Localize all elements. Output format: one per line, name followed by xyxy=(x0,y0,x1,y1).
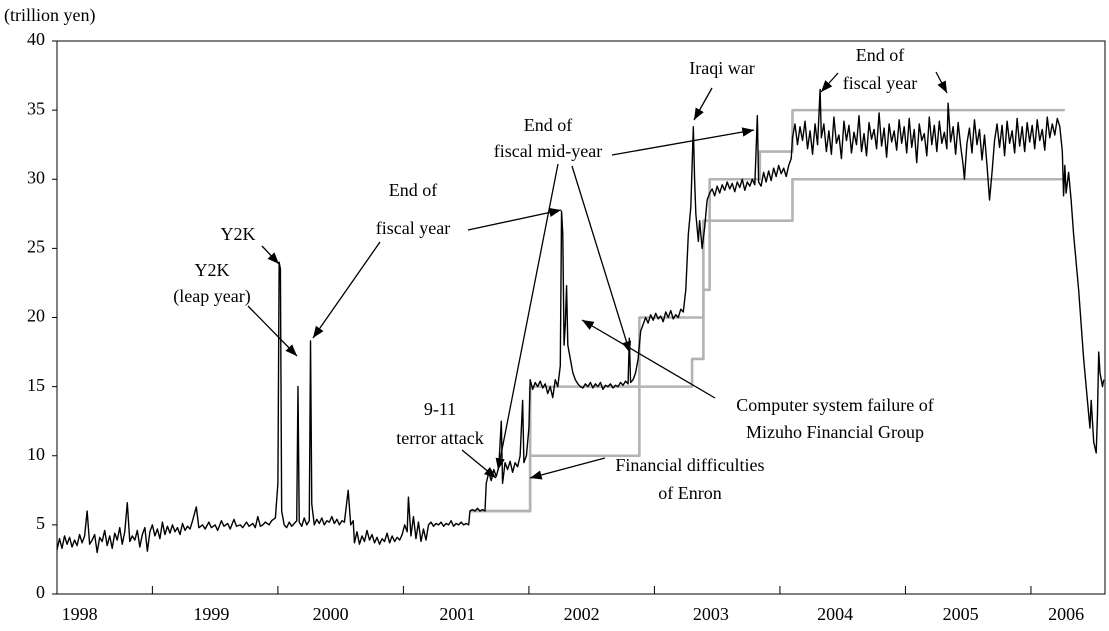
annotation-arrow xyxy=(693,87,713,121)
annotation-arrow xyxy=(529,457,606,480)
x-tick-label: 2002 xyxy=(564,604,600,624)
y-tick-label: 0 xyxy=(36,582,45,602)
annotation: Iraqi war xyxy=(689,58,754,78)
annotation-arrow xyxy=(571,165,632,354)
annotation: Y2K xyxy=(221,224,256,244)
y-tick-label: 35 xyxy=(27,98,45,118)
annotation-arrow xyxy=(247,305,298,357)
annotation-arrow xyxy=(935,71,948,94)
annotation: End of xyxy=(856,45,905,65)
annotation-arrow xyxy=(495,163,559,471)
x-tick-label: 1998 xyxy=(62,604,98,624)
y-tick-label: 40 xyxy=(27,29,45,49)
series-line xyxy=(469,177,1065,513)
x-tick-label: 2006 xyxy=(1048,604,1084,624)
y-tick-label: 10 xyxy=(27,444,45,464)
annotation: fiscal year xyxy=(376,218,450,238)
annotation: fiscal year xyxy=(843,73,917,93)
x-tick-label: 2005 xyxy=(943,604,979,624)
annotation: of Enron xyxy=(658,483,721,503)
series-line xyxy=(56,88,1105,554)
y-axis-label: (trillion yen) xyxy=(4,5,95,26)
annotation-arrow xyxy=(312,241,381,339)
annotation: Computer system failure of xyxy=(736,395,933,415)
annotation: fiscal mid-year xyxy=(494,141,602,161)
annotation: 9-11 xyxy=(424,399,456,419)
x-tick-label: 2004 xyxy=(817,604,853,624)
y-tick-label: 20 xyxy=(27,306,45,326)
annotation-arrow xyxy=(611,127,755,156)
annotation: Y2K xyxy=(195,260,230,280)
annotation: Financial difficulties xyxy=(615,455,764,475)
series-line xyxy=(469,108,1065,513)
x-tick-label: 1999 xyxy=(193,604,229,624)
annotation: Mizuho Financial Group xyxy=(746,422,924,442)
x-tick-label: 2001 xyxy=(439,604,475,624)
annotation: terror attack xyxy=(396,428,483,448)
y-tick-label: 25 xyxy=(27,237,45,257)
y-tick-label: 15 xyxy=(27,375,45,395)
annotation-arrow xyxy=(467,207,562,231)
annotation-arrow xyxy=(461,449,497,479)
annotation: (leap year) xyxy=(173,286,250,307)
annotation-arrow xyxy=(820,72,839,93)
y-tick-label: 5 xyxy=(36,513,45,533)
annotation: End of xyxy=(389,180,438,200)
y-tick-label: 30 xyxy=(27,167,45,187)
x-tick-label: 2000 xyxy=(313,604,349,624)
annotation-arrow xyxy=(581,319,716,399)
annotation: End of xyxy=(524,115,573,135)
x-tick-label: 2003 xyxy=(693,604,729,624)
annotation-arrow xyxy=(261,245,280,265)
